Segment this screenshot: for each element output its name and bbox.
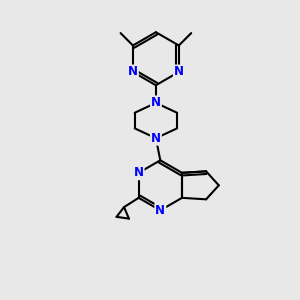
Text: N: N xyxy=(128,65,138,79)
Text: N: N xyxy=(134,166,144,179)
Text: N: N xyxy=(151,96,161,110)
Text: N: N xyxy=(155,204,165,217)
Text: N: N xyxy=(151,132,161,145)
Text: N: N xyxy=(174,65,184,79)
